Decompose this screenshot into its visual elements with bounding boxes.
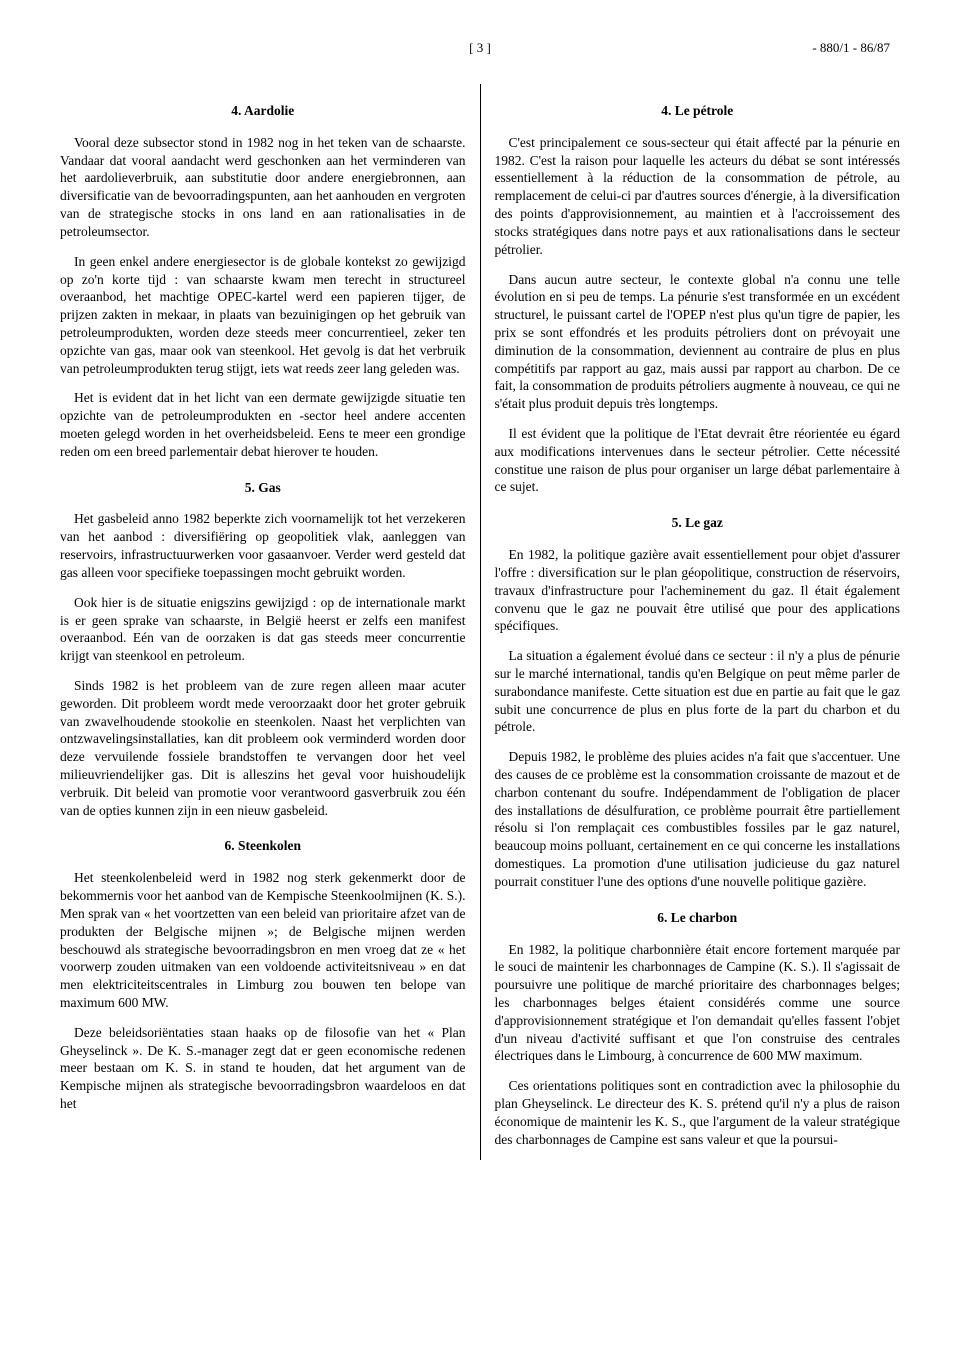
paragraph: En 1982, la politique gazière avait esse… [495, 546, 901, 635]
paragraph: Het steenkolenbeleid werd in 1982 nog st… [60, 869, 466, 1012]
paragraph: Ces orientations politiques sont en cont… [495, 1077, 901, 1148]
paragraph: Sinds 1982 is het probleem van de zure r… [60, 677, 466, 820]
document-page: [ 3 ] - 880/1 - 86/87 4. Aardolie Vooral… [0, 0, 960, 1200]
page-number: [ 3 ] [343, 40, 616, 56]
section-5-title-fr: 5. Le gaz [495, 514, 901, 532]
paragraph: Il est évident que la politique de l'Eta… [495, 425, 901, 496]
paragraph: In geen enkel andere energiesector is de… [60, 253, 466, 378]
section-4-title-fr: 4. Le pétrole [495, 102, 901, 120]
paragraph: Deze beleidsoriëntaties staan haaks op d… [60, 1024, 466, 1113]
left-column-dutch: 4. Aardolie Vooral deze subsector stond … [60, 84, 481, 1160]
right-column-french: 4. Le pétrole C'est principalement ce so… [481, 84, 901, 1160]
paragraph: C'est principalement ce sous-secteur qui… [495, 134, 901, 259]
section-6-title-fr: 6. Le charbon [495, 909, 901, 927]
paragraph: La situation a également évolué dans ce … [495, 647, 901, 736]
section-4-title-nl: 4. Aardolie [60, 102, 466, 120]
section-6-title-nl: 6. Steenkolen [60, 837, 466, 855]
paragraph: Depuis 1982, le problème des pluies acid… [495, 748, 901, 891]
header-spacer [70, 40, 343, 56]
paragraph: Vooral deze subsector stond in 1982 nog … [60, 134, 466, 241]
paragraph: En 1982, la politique charbonnière était… [495, 941, 901, 1066]
paragraph: Ook hier is de situatie enigszins gewijz… [60, 594, 466, 665]
paragraph: Het gasbeleid anno 1982 beperkte zich vo… [60, 510, 466, 581]
paragraph: Het is evident dat in het licht van een … [60, 389, 466, 460]
document-reference: - 880/1 - 86/87 [617, 40, 890, 56]
page-header: [ 3 ] - 880/1 - 86/87 [60, 40, 900, 56]
two-column-layout: 4. Aardolie Vooral deze subsector stond … [60, 84, 900, 1160]
paragraph: Dans aucun autre secteur, le contexte gl… [495, 271, 901, 414]
section-5-title-nl: 5. Gas [60, 479, 466, 497]
